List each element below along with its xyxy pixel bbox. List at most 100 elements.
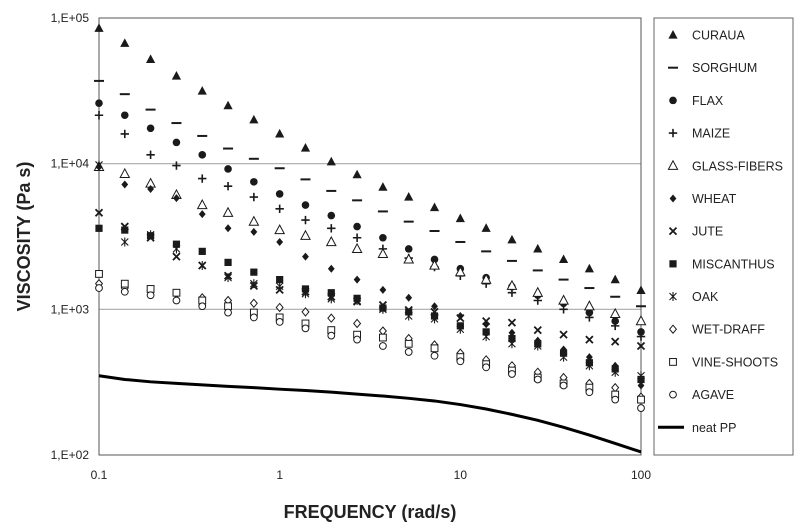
marker-shape [636, 332, 646, 341]
data-point [480, 273, 492, 284]
y-tick-label: 1,E+05 [51, 11, 90, 25]
marker-shape [248, 215, 260, 226]
legend-marker [669, 96, 677, 105]
legend-label: FLAX [692, 94, 724, 108]
data-point [249, 114, 259, 124]
marker-shape [532, 286, 544, 297]
plot-area-border [98, 17, 642, 456]
data-point [224, 302, 232, 311]
marker-shape [404, 348, 413, 356]
data-point [146, 291, 155, 300]
data-point [610, 321, 620, 331]
marker-shape [95, 160, 103, 170]
data-point [95, 270, 103, 278]
marker-shape [223, 100, 233, 110]
legend-label: GLASS-FIBERS [692, 159, 783, 173]
data-point [481, 223, 491, 232]
series-oak [95, 160, 645, 381]
marker-shape [559, 305, 568, 314]
data-point [533, 296, 542, 305]
data-point [353, 318, 362, 329]
marker-shape [559, 352, 568, 362]
data-point [146, 230, 155, 240]
data-point [301, 285, 310, 293]
data-point [506, 279, 518, 290]
data-point [301, 289, 310, 299]
marker-shape [353, 222, 361, 231]
data-point [121, 180, 129, 189]
data-point [326, 156, 336, 166]
data-point [404, 245, 413, 253]
marker-shape [585, 361, 594, 371]
data-point [533, 325, 542, 335]
marker-shape [636, 285, 646, 294]
marker-shape [585, 313, 594, 322]
marker-shape [120, 111, 129, 120]
legend-label: SORGHUM [692, 61, 757, 75]
data-point [120, 287, 129, 296]
marker-shape [668, 324, 678, 335]
data-point [482, 328, 490, 336]
data-point [275, 204, 284, 213]
marker-shape [353, 335, 361, 344]
data-point [172, 138, 181, 147]
marker-shape [456, 357, 465, 366]
data-point [454, 266, 466, 277]
legend-marker [668, 30, 678, 39]
marker-shape [379, 233, 387, 242]
marker-shape [585, 335, 594, 344]
marker-shape [326, 156, 336, 166]
legend-marker [669, 260, 677, 268]
data-point [327, 211, 336, 220]
legend-marker [668, 128, 678, 138]
marker-shape [430, 314, 439, 324]
marker-shape [482, 363, 491, 372]
marker-shape [224, 224, 232, 233]
marker-shape [669, 390, 677, 399]
legend-label: WET-DRAFF [692, 323, 765, 337]
legend-item: CURAUA [668, 29, 745, 43]
marker-shape [250, 268, 258, 276]
y-axis-title: VISCOSITY (Pa s) [14, 162, 34, 312]
marker-shape [506, 279, 518, 290]
data-point [249, 279, 258, 289]
data-point [302, 252, 309, 261]
data-point [585, 361, 594, 371]
data-point [301, 324, 310, 333]
marker-shape [146, 150, 155, 160]
marker-shape [635, 315, 647, 326]
marker-shape [275, 302, 284, 313]
marker-shape [94, 111, 104, 120]
legend-marker [669, 292, 677, 302]
marker-shape [379, 304, 387, 314]
marker-shape [533, 375, 542, 384]
data-point [222, 206, 234, 217]
marker-shape [121, 226, 129, 234]
marker-shape [585, 308, 594, 317]
marker-shape [327, 313, 336, 323]
data-point [508, 328, 516, 337]
data-point [532, 286, 544, 297]
marker-shape [508, 328, 516, 337]
data-point [456, 357, 465, 366]
legend-item: WHEAT [669, 192, 737, 206]
series-agave [95, 284, 645, 412]
marker-shape [327, 264, 335, 273]
data-point [352, 169, 362, 179]
marker-shape [250, 178, 258, 186]
data-point [198, 302, 207, 311]
legend-item: SORGHUM [668, 61, 757, 75]
data-point [120, 111, 129, 120]
marker-shape [379, 342, 387, 350]
data-point [198, 247, 206, 255]
marker-shape [301, 307, 310, 317]
marker-shape [145, 54, 156, 63]
marker-shape [559, 381, 568, 390]
marker-shape [559, 330, 568, 339]
marker-shape [610, 321, 620, 331]
data-point [637, 404, 645, 412]
marker-shape [172, 161, 181, 170]
data-point [405, 293, 413, 302]
series-curaua [94, 23, 646, 294]
marker-shape [327, 294, 336, 304]
